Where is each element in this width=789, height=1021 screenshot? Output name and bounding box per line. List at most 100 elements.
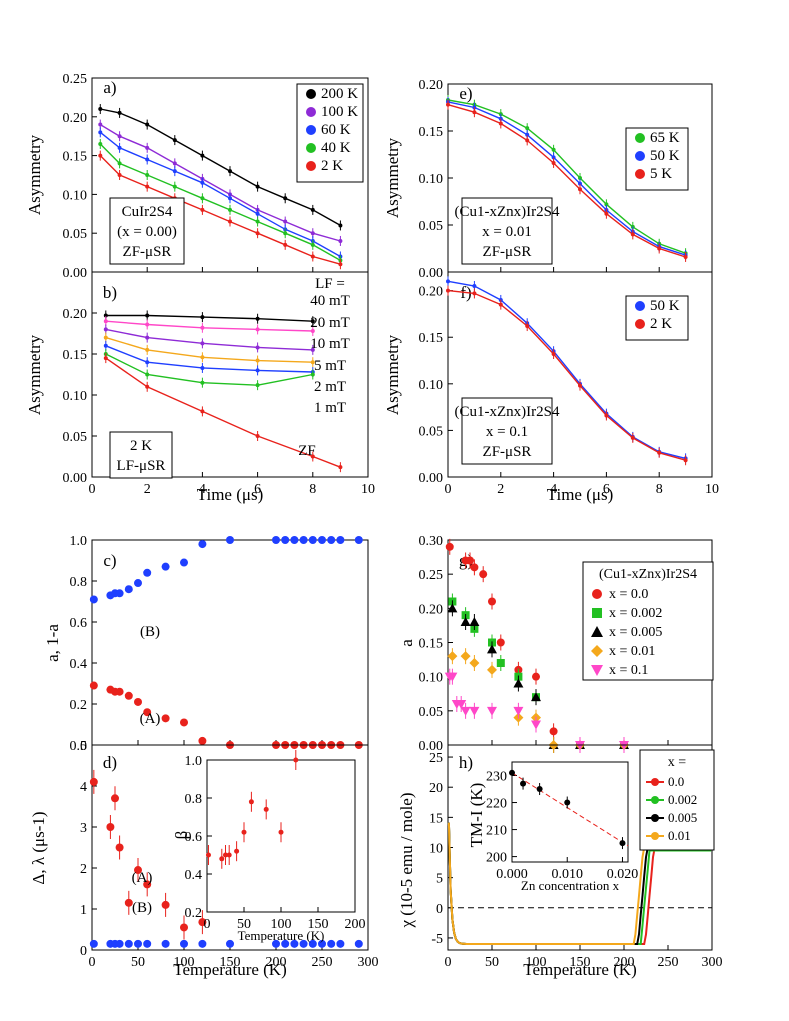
data-point-d-inset (293, 757, 299, 763)
legend-marker (306, 107, 316, 117)
data-point-g (469, 658, 480, 668)
ytick-label-h-inset: 210 (486, 824, 507, 839)
legend-label-g: x = 0.005 (609, 625, 662, 640)
data-point-h-inset (564, 799, 571, 806)
xtick-label-h-inset: 0.020 (607, 867, 639, 882)
fit-curve-e (447, 99, 686, 254)
ytick-label-e: 0.15 (419, 125, 444, 140)
data-point-d-inset (205, 852, 211, 858)
ytick-label-c: 1.0 (70, 534, 88, 549)
data-point-g (469, 706, 480, 716)
plot-frame-f (447, 271, 713, 478)
data-point-c (143, 708, 152, 717)
data-point-g (531, 720, 541, 730)
fit-curve-b (105, 345, 313, 373)
fit-curve-e (447, 104, 686, 258)
ytick-label-b: 0.10 (63, 389, 88, 404)
data-point-a (117, 134, 122, 139)
data-point-c (354, 536, 363, 544)
data-point-c (161, 562, 170, 571)
xtick-label-f: 10 (705, 482, 719, 497)
xtick-label-h: 150 (570, 955, 591, 970)
data-point-d (226, 939, 234, 948)
xtick-label-f: 0 (445, 482, 452, 497)
xtick-label-d-inset: 150 (308, 917, 329, 932)
data-point-a (255, 184, 260, 189)
data-point-g (460, 617, 471, 626)
data-point-g (460, 651, 471, 662)
legend-label-g: x = 0.01 (609, 644, 655, 659)
data-point-a (255, 219, 260, 224)
ytick-label-e: 0.00 (419, 266, 444, 281)
legend-g (582, 561, 714, 681)
data-point-b (200, 365, 205, 370)
legend-marker (635, 169, 645, 179)
data-point-a (310, 231, 315, 236)
data-point-b (255, 316, 260, 321)
xtick-label-d-inset: 100 (271, 917, 292, 932)
ytick-label-f: 0.20 (419, 285, 444, 300)
fit-curve-a (99, 124, 341, 242)
data-point-a (172, 161, 177, 166)
data-point-e (657, 246, 662, 251)
ytick-label-e: 0.10 (419, 172, 444, 187)
legend-marker (635, 301, 645, 311)
ytick-label-d-inset: 0.4 (185, 868, 203, 883)
legend-marker (306, 161, 316, 171)
ytick-label-d-inset: 0.6 (185, 830, 203, 845)
legend-label-h: 0.0 (668, 774, 684, 789)
xtick-label-f: 4 (550, 482, 557, 497)
panel-label-h: h) (459, 753, 473, 772)
annotation-text: CuIr2S4 (122, 204, 173, 220)
xtick-label-d: 250 (312, 955, 333, 970)
data-point-d-inset (223, 852, 228, 858)
legend-marker-h (651, 832, 659, 840)
lf-field-label: 40 mT (310, 293, 350, 309)
legend-label-g: x = 0.0 (609, 587, 648, 602)
ytick-label-h: 5 (436, 872, 443, 887)
fit-curve-f (447, 289, 686, 461)
legend-marker (635, 133, 645, 143)
lf-field-label: ZF (298, 443, 316, 459)
ytick-label-f: 0.05 (419, 424, 444, 439)
data-point-b (255, 327, 260, 332)
x-axis-label-d-inset: Temperature (K) (238, 928, 325, 943)
data-point-e (578, 187, 582, 192)
data-point-a (228, 219, 232, 224)
x-axis-label-h-inset: Zn concentration x (521, 878, 620, 893)
fit-curve-a (99, 155, 341, 265)
ytick-label-g: 0.10 (419, 671, 444, 686)
ytick-label-f: 0.00 (419, 471, 444, 486)
annotation-text: (Cu1-xZnx)Ir2S4 (455, 204, 560, 220)
data-point-a (117, 173, 122, 177)
data-point-b (338, 465, 343, 470)
xtick-label-d-inset: 0 (204, 917, 211, 932)
data-point-c (290, 536, 299, 544)
data-point-c (143, 568, 152, 577)
data-point-f (551, 352, 556, 356)
xtick-label-f: 6 (603, 482, 610, 497)
ytick-label-c: 0.6 (70, 616, 88, 631)
data-point-b (200, 325, 205, 330)
xtick-label-b: 10 (361, 482, 375, 497)
data-point-a (145, 173, 150, 177)
data-point-d (115, 843, 124, 852)
data-point-b (200, 380, 205, 385)
data-point-c (299, 536, 308, 544)
lf-field-label: 10 mT (310, 336, 350, 352)
data-point-a (310, 254, 315, 259)
annotation-f (461, 397, 553, 465)
legend-marker-h (651, 814, 659, 822)
annotation-text: ZF-μSR (123, 244, 172, 260)
data-point-d (115, 939, 124, 948)
lf-field-label: 20 mT (310, 315, 350, 331)
x-axis-label-d: Temperature (K) (173, 960, 287, 979)
x-axis-label-b: Time (μs) (197, 485, 264, 504)
data-point-h-inset (619, 840, 626, 847)
ytick-label-d-inset: 0.2 (185, 906, 203, 921)
data-point-a (98, 122, 103, 127)
y-axis-label-c: a, 1-a (43, 624, 62, 662)
data-point-a (310, 242, 315, 247)
data-point-a (228, 169, 232, 174)
